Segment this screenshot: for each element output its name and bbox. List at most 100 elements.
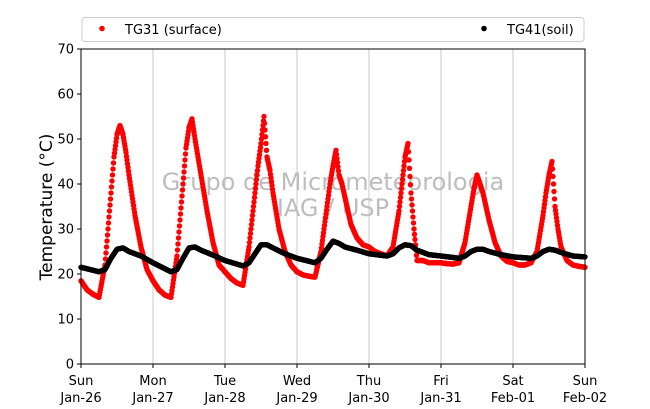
data-point (107, 202, 113, 208)
data-point (103, 244, 110, 250)
data-point (249, 217, 255, 223)
data-point (177, 217, 183, 223)
data-point (397, 199, 403, 205)
data-point (410, 220, 417, 226)
data-point (106, 214, 112, 220)
data-point (258, 140, 264, 147)
data-point (396, 203, 403, 210)
data-point (251, 194, 258, 201)
x-tick-date: Jan-28 (203, 391, 245, 406)
data-point (253, 181, 259, 187)
x-tick-weekday: Mon (139, 374, 166, 389)
x-tick-date: Feb-01 (491, 391, 535, 406)
data-point (334, 159, 341, 166)
x-tick-weekday: Wed (283, 374, 311, 389)
data-point (334, 155, 340, 162)
data-point (262, 127, 268, 133)
data-point (400, 167, 407, 174)
data-point (263, 147, 270, 153)
data-point (411, 231, 418, 237)
data-point (397, 194, 404, 201)
data-point (335, 164, 341, 170)
data-point (105, 226, 111, 232)
data-point (174, 253, 180, 259)
data-point (333, 151, 340, 158)
data-point (108, 190, 114, 196)
data-point (250, 208, 256, 214)
data-point (407, 182, 414, 188)
data-point (174, 247, 181, 253)
data-point (412, 236, 418, 243)
data-point (182, 157, 188, 163)
y-tick-label: 50 (57, 133, 74, 148)
data-point (181, 163, 188, 169)
data-point (176, 229, 182, 235)
watermark-line-2: IAG / USP (277, 194, 389, 222)
grid-layer (152, 49, 514, 364)
data-point (396, 208, 402, 214)
legend-marker-tg31 (99, 25, 105, 32)
data-point (399, 181, 405, 187)
y-tick-label: 70 (57, 43, 74, 58)
x-tick-weekday: Thu (356, 374, 381, 389)
axes-layer: 0 10 20 30 40 50 60 70 Sun Jan-26 Mon Jan-27 Tue Jan-… (57, 43, 607, 407)
data-point (262, 134, 269, 140)
x-tick-weekday: Tue (213, 374, 236, 389)
data-point (182, 151, 189, 157)
y-tick-label: 20 (57, 268, 74, 283)
series-tg41 (78, 238, 588, 275)
data-point (405, 149, 412, 155)
x-tick-date: Jan-29 (275, 391, 317, 406)
data-point (550, 173, 556, 180)
data-point (408, 196, 415, 202)
legend-label-tg31: TG31 (surface) (124, 23, 222, 38)
data-point (550, 181, 557, 187)
data-point (406, 165, 413, 171)
x-tick-date: Jan-27 (131, 391, 173, 406)
data-point (248, 221, 255, 228)
data-point (551, 188, 557, 195)
x-tick-weekday: Sun (573, 374, 598, 389)
data-point (110, 166, 116, 172)
y-tick-label: 0 (66, 358, 74, 373)
data-point (104, 238, 110, 244)
data-point (398, 190, 404, 196)
series-tg31 (78, 113, 588, 301)
data-point (175, 235, 182, 241)
data-point (107, 196, 114, 202)
data-point (176, 223, 183, 229)
legend-marker-tg41 (481, 25, 487, 32)
x-tick-date: Jan-26 (59, 391, 101, 406)
data-point (104, 232, 111, 238)
data-point (335, 168, 342, 174)
data-point (254, 167, 261, 174)
data-point (401, 163, 407, 169)
data-point (109, 172, 116, 178)
legend-frame (81, 17, 585, 42)
data-point (252, 185, 259, 192)
data-point (407, 173, 413, 180)
data-point (181, 169, 187, 175)
x-tick-date: Jan-31 (419, 391, 461, 406)
data-point (175, 241, 181, 247)
y-tick-label: 30 (57, 223, 74, 238)
data-point (263, 140, 269, 147)
data-point (106, 208, 113, 214)
data-point (178, 205, 184, 211)
data-point (549, 158, 555, 165)
series-layer (78, 113, 588, 301)
data-point (410, 214, 416, 220)
data-point (109, 178, 115, 184)
data-point (406, 157, 412, 163)
data-point (102, 256, 109, 262)
legend: TG31 (surface) TG41(soil) (81, 17, 585, 42)
data-point (103, 250, 109, 256)
data-point (252, 190, 258, 196)
data-point (409, 202, 415, 208)
data-point (398, 185, 405, 192)
data-point (405, 140, 411, 147)
data-point (258, 136, 265, 142)
data-point (246, 244, 252, 250)
data-point (250, 203, 257, 210)
